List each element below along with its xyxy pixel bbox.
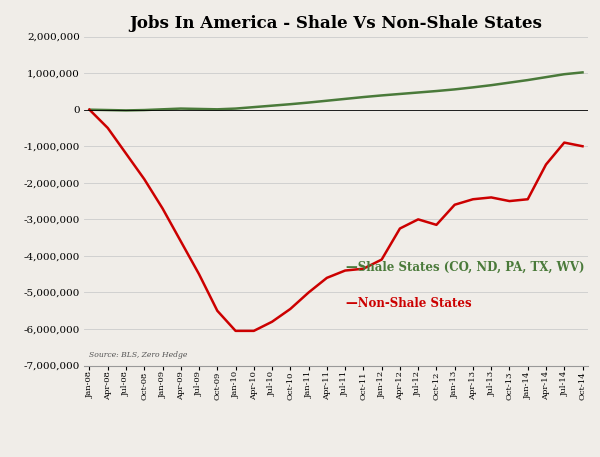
Text: —Non-Shale States: —Non-Shale States [346, 297, 472, 309]
Text: Source: BLS, Zero Hedge: Source: BLS, Zero Hedge [89, 351, 187, 359]
Text: —Shale States (CO, ND, PA, TX, WV): —Shale States (CO, ND, PA, TX, WV) [346, 260, 584, 273]
Title: Jobs In America - Shale Vs Non-Shale States: Jobs In America - Shale Vs Non-Shale Sta… [130, 15, 542, 32]
